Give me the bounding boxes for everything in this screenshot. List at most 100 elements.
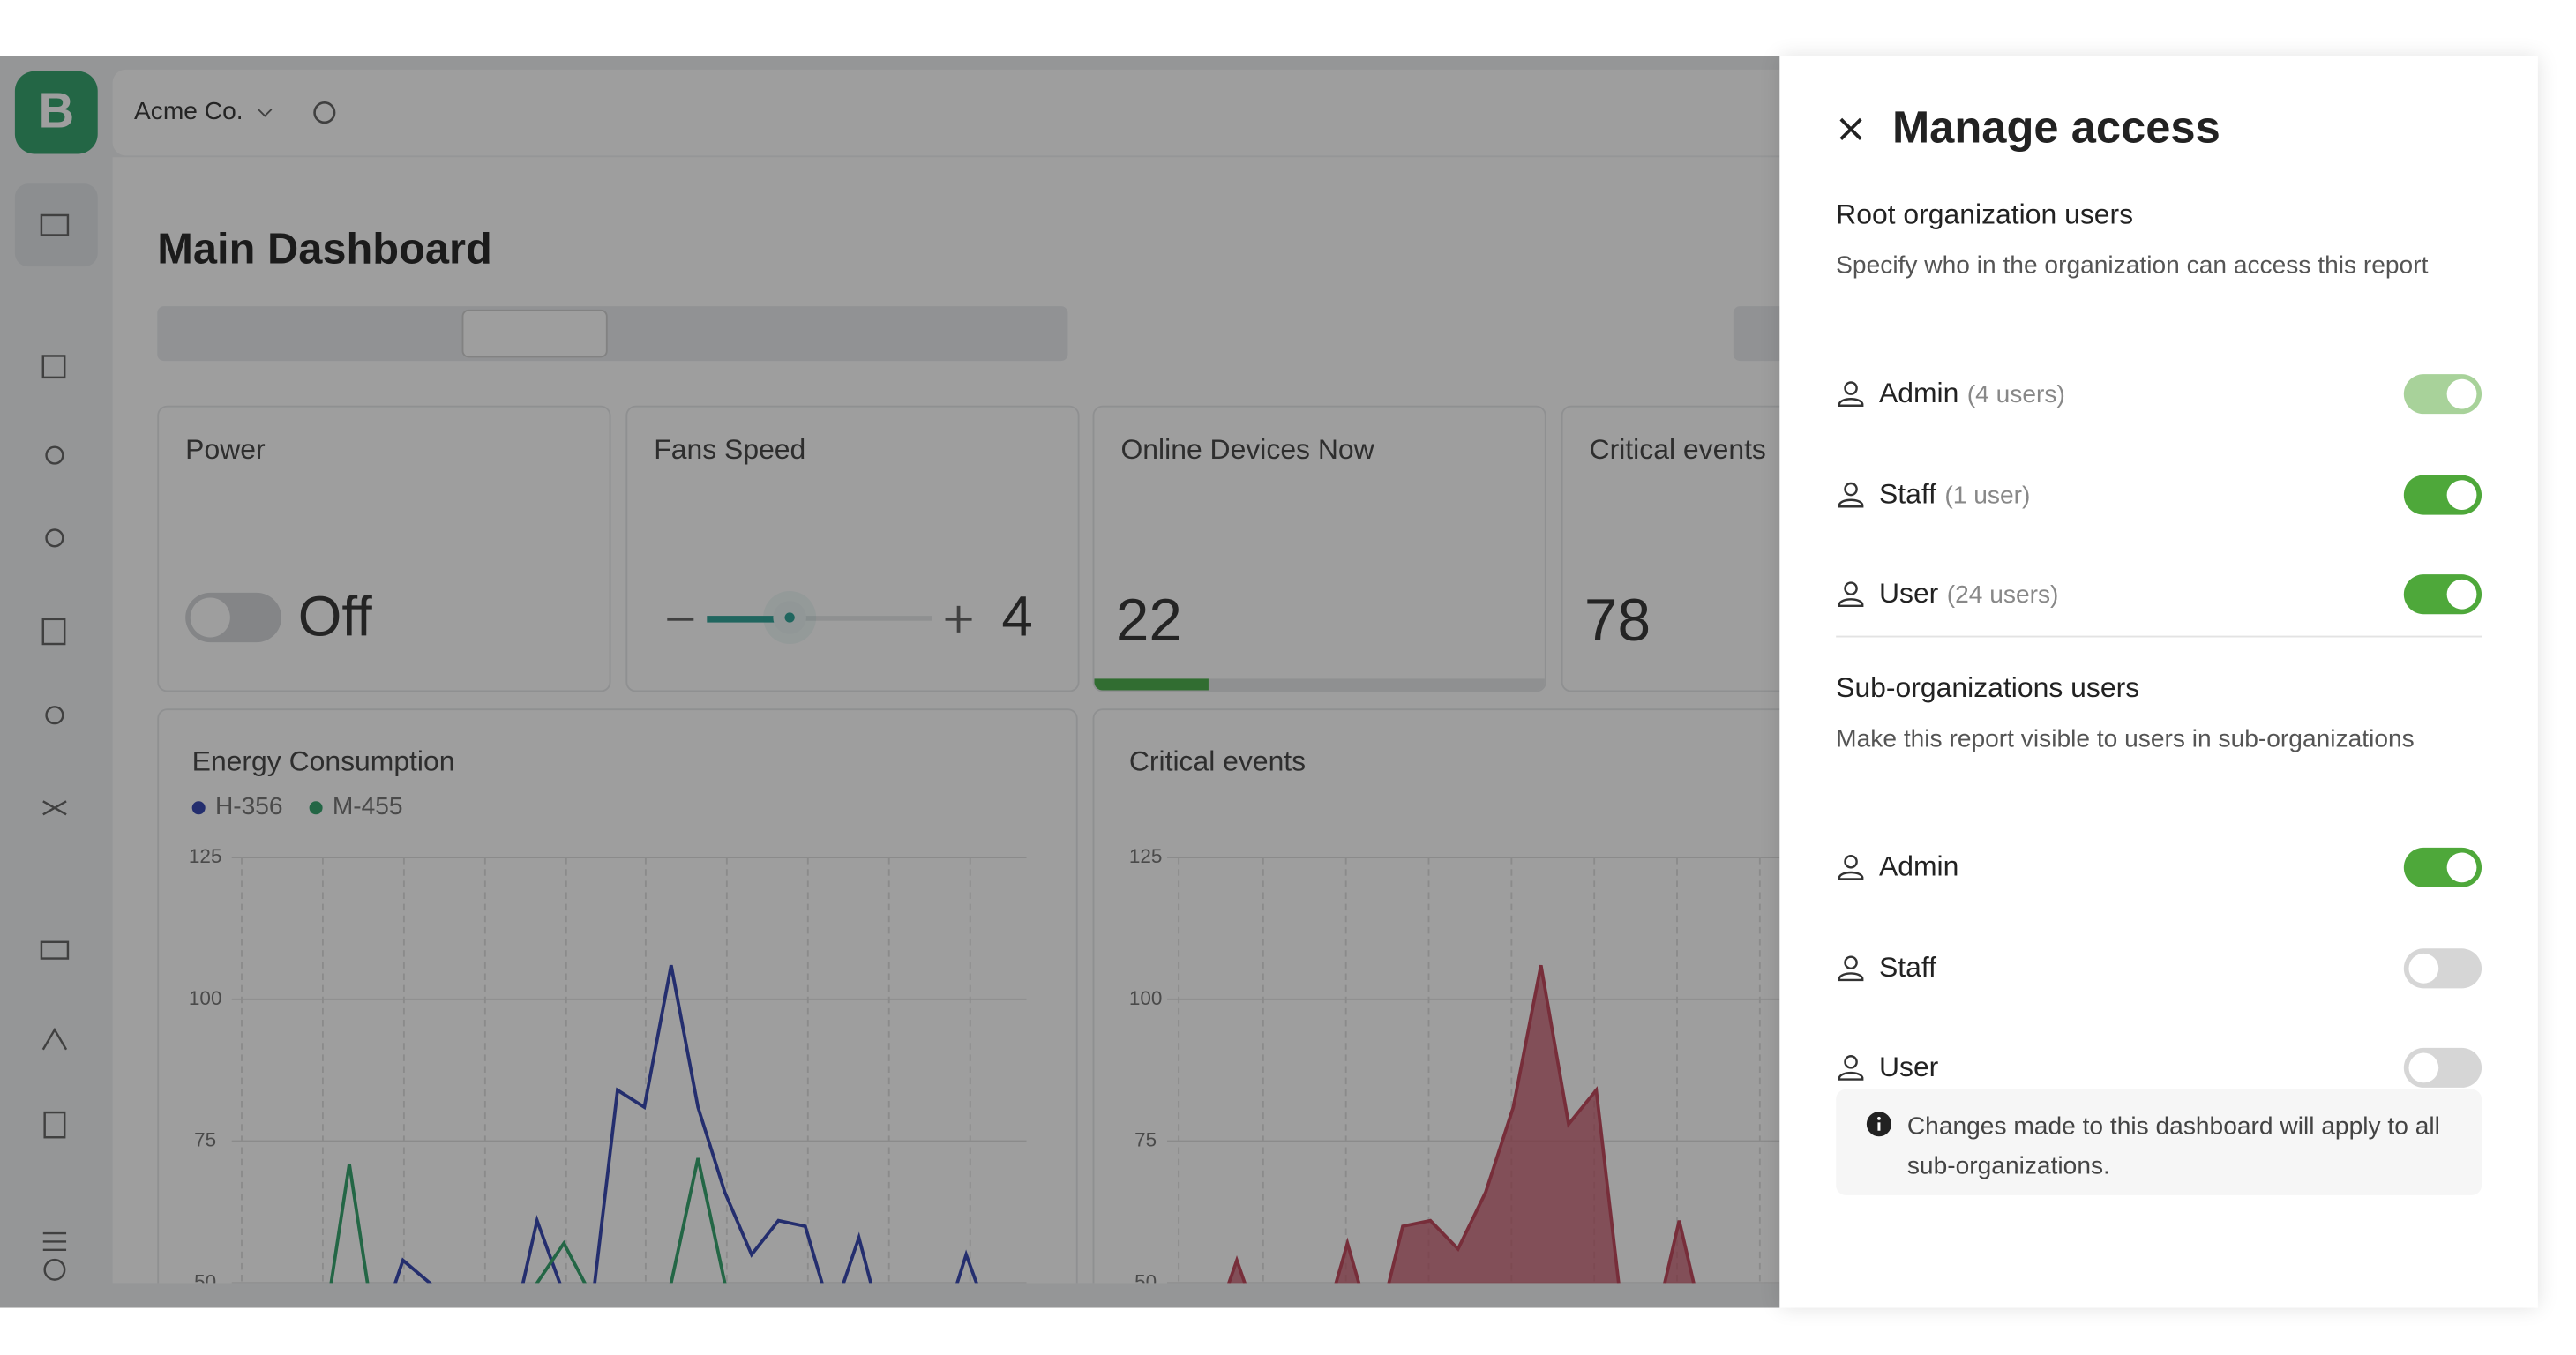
progress-fill [1094,678,1208,691]
close[interactable] [1838,116,1864,142]
legend-dot [191,801,206,815]
toggle [2403,374,2482,415]
icon[interactable] [45,445,64,465]
chevron[interactable] [258,109,273,117]
role: Admin [1878,377,1959,409]
chart-card [1092,708,1780,1284]
icon[interactable] [41,355,66,379]
icon[interactable] [40,940,70,960]
knob [2446,852,2477,883]
note-text: Changes made to this dashboard will appl… [1906,1112,2440,1181]
icon-shape [1838,954,1864,981]
icon[interactable] [42,800,67,816]
knob [2408,1052,2439,1083]
toggle[interactable] [2403,574,2482,615]
range-selected[interactable] [461,309,608,358]
user-count: (4 users) [1966,380,2065,409]
user-icon [1838,854,1864,880]
main: Main Dashboard Today1 Week1 Month6 Month… [112,157,1780,1284]
y-tick-label: 75 [1134,1129,1157,1151]
user-count: (24 users) [1946,580,2059,610]
drawer: Manage access Changes made to this dashb… [1779,56,2538,1308]
y-tick-label: 100 [189,987,222,1009]
icon[interactable] [42,1231,67,1252]
card-value: 22 [1115,586,1182,655]
area [1227,964,1696,1284]
section-description: Make this report visible to users in sub… [1836,724,2415,753]
icon-shape [1838,381,1864,407]
charts: Energy Consumption H-356 M-455 50 75 100 125 Cr… [189,745,1780,1284]
range-bar [157,306,1068,362]
y-tick-label: 50 [1134,1270,1157,1283]
divider [1836,635,2482,638]
row-label: User (24 users) [1879,578,2058,611]
card: Online Devices Now 22 [1092,405,1546,692]
icon[interactable] [43,1111,66,1139]
icon[interactable] [40,213,70,236]
legend-label: H-356 [215,792,283,820]
card-title: Online Devices Now [1120,433,1374,466]
card-value: Off [297,586,372,649]
slider-track [707,616,932,621]
knob [2446,378,2477,409]
note: Changes made to this dashboard will appl… [1836,1089,2482,1195]
knob [2446,479,2477,510]
nav-active[interactable] [14,183,98,267]
toggle[interactable] [2403,947,2482,988]
toggle[interactable] [2403,474,2482,514]
icon[interactable] [41,1027,68,1051]
card: Critical events 78 [1561,405,1780,692]
toolbar-button[interactable] [1733,306,1780,362]
user-icon [1838,954,1864,981]
toggle[interactable] [2403,1047,2482,1088]
knob [2408,952,2439,983]
line [393,964,978,1284]
y-tick-label: 125 [1129,845,1163,867]
y-tick-label: 75 [194,1129,216,1151]
icon[interactable] [43,1258,66,1281]
card-value: 4 [1001,586,1033,649]
role: Staff [1878,951,1936,983]
user-icon [1838,481,1864,507]
logo[interactable]: B [14,71,98,154]
row-label: User [1879,1052,1938,1085]
role: Admin [1878,850,1959,883]
section-title: Root organization users [1836,198,2134,230]
user-icon [1838,581,1864,608]
settings[interactable] [313,101,336,124]
card: Fans Speed 4 [625,405,1080,692]
role: User [1878,1051,1939,1083]
info-icon [1866,1112,1892,1137]
card-title: Critical events [1589,433,1766,466]
chart-title: Energy Consumption [192,745,455,777]
org-name[interactable]: Acme Co. [134,97,243,126]
y-tick-label: 125 [189,845,222,867]
card: Power Off [157,405,611,692]
card-title: Power [185,433,266,466]
plus-v [957,605,961,633]
legend-label: M-455 [333,792,403,820]
knob [190,597,230,638]
role: User [1878,577,1939,610]
toggle[interactable] [2403,847,2482,887]
icon[interactable] [45,528,64,548]
icon[interactable] [41,618,66,646]
role: Staff [1878,477,1936,510]
legend-dot [309,801,323,815]
card-title: Fans Speed [654,433,806,466]
thumb-dot [784,612,795,623]
user-icon [1838,1055,1864,1081]
minus[interactable] [667,617,694,620]
sidebar-icons [40,213,70,1281]
row-label: Admin [1879,851,1958,885]
row-label: Staff (1 user) [1879,477,2030,511]
icon[interactable] [45,706,64,725]
section-title: Sub-organizations users [1836,671,2140,704]
row-label: Staff [1879,951,1936,984]
overlay[interactable] [0,56,1780,1308]
icon-shape [1838,854,1864,880]
icon-shape [1838,481,1864,507]
toggle[interactable] [185,592,282,643]
line [329,1157,727,1284]
